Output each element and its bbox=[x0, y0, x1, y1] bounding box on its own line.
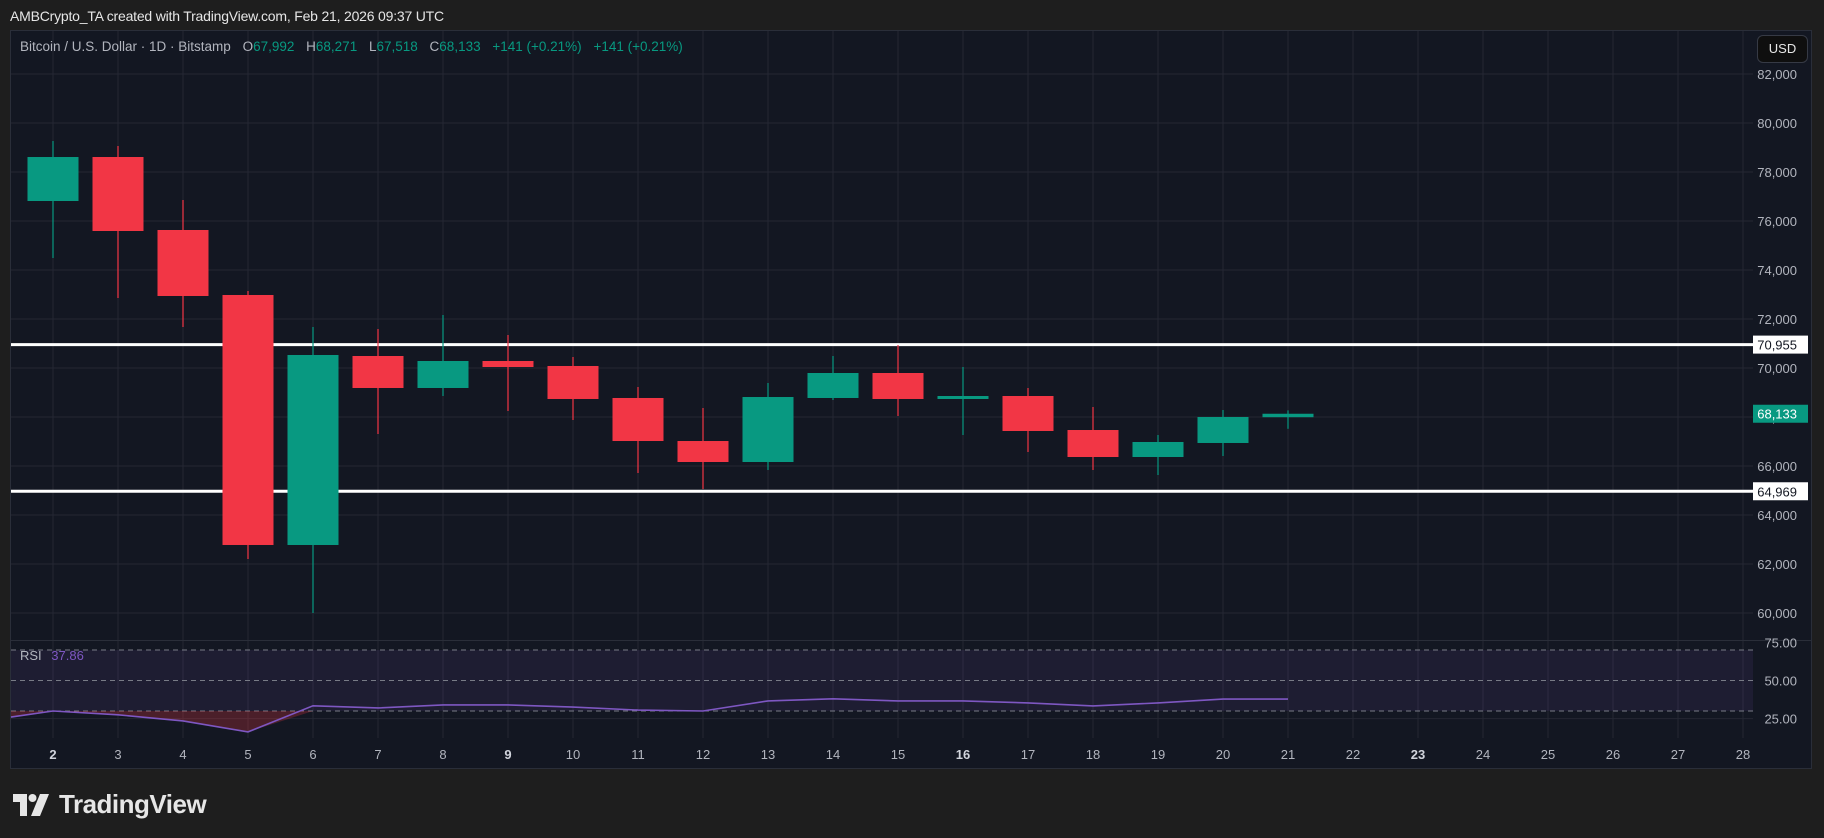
candle-body[interactable] bbox=[1067, 430, 1119, 458]
rsi-label: RSI bbox=[20, 648, 42, 663]
time-axis-label: 11 bbox=[631, 747, 645, 762]
time-axis-label: 28 bbox=[1736, 747, 1750, 762]
time-axis-label: 23 bbox=[1411, 747, 1425, 762]
price-axis-label: 62,000 bbox=[1757, 557, 1797, 572]
rsi-value: 37.86 bbox=[51, 648, 84, 663]
level-price-label: 64,969 bbox=[1757, 484, 1797, 499]
rsi-axis-label: 75.00 bbox=[1764, 635, 1797, 650]
time-axis-label: 6 bbox=[309, 747, 316, 762]
candle-body[interactable] bbox=[677, 441, 729, 463]
price-axis-label: 74,000 bbox=[1757, 263, 1797, 278]
price-axis-label: 82,000 bbox=[1757, 67, 1797, 82]
rsi-line bbox=[10, 697, 1289, 733]
time-axis-label: 14 bbox=[826, 747, 840, 762]
time-axis-label: 24 bbox=[1476, 747, 1490, 762]
tradingview-logo-icon bbox=[13, 793, 49, 816]
change-value: +141 (+0.21%) bbox=[492, 39, 582, 54]
time-axis-label: 21 bbox=[1281, 747, 1295, 762]
time-axis-label: 22 bbox=[1346, 747, 1360, 762]
candle-body[interactable] bbox=[1002, 396, 1054, 431]
symbol-title: Bitcoin / U.S. Dollar · 1D · Bitstamp bbox=[20, 39, 231, 54]
candle-body[interactable] bbox=[352, 355, 404, 388]
price-axis-label: 76,000 bbox=[1757, 214, 1797, 229]
time-axis-label: 3 bbox=[114, 747, 121, 762]
price-pane bbox=[11, 31, 1811, 640]
time-axis-label: 5 bbox=[244, 747, 251, 762]
rsi-axis-label: 50.00 bbox=[1764, 674, 1797, 689]
price-axis-label: 78,000 bbox=[1757, 165, 1797, 180]
change-value-secondary: +141 (+0.21%) bbox=[593, 39, 683, 54]
time-axis-label: 27 bbox=[1671, 747, 1685, 762]
time-axis-label: 12 bbox=[696, 747, 710, 762]
time-axis-label: 19 bbox=[1151, 747, 1165, 762]
candle-body[interactable] bbox=[742, 397, 794, 463]
high-value: 68,271 bbox=[315, 39, 358, 54]
candle-body[interactable] bbox=[807, 372, 859, 398]
last-price-label: 68,133 bbox=[1757, 407, 1797, 422]
candle-body[interactable] bbox=[1262, 413, 1314, 418]
time-axis-label: 7 bbox=[374, 747, 381, 762]
price-axis-label: 60,000 bbox=[1757, 606, 1797, 621]
price-axis-label: 80,000 bbox=[1757, 116, 1797, 131]
candle-body[interactable] bbox=[92, 157, 144, 231]
time-axis-label: 4 bbox=[179, 747, 186, 762]
chart-caption: AMBCrypto_TA created with TradingView.co… bbox=[10, 8, 444, 24]
low-value: 67,518 bbox=[376, 39, 418, 54]
candle-body[interactable] bbox=[157, 229, 209, 296]
time-axis-label: 2 bbox=[49, 747, 56, 762]
candle-body[interactable] bbox=[417, 360, 469, 388]
rsi-legend: RSI 37.86 bbox=[20, 648, 84, 663]
symbol-legend: Bitcoin / U.S. Dollar · 1D · Bitstamp O6… bbox=[20, 39, 683, 54]
time-axis-label: 16 bbox=[956, 747, 970, 762]
candle-body[interactable] bbox=[482, 360, 534, 367]
time-axis-label: 10 bbox=[566, 747, 580, 762]
level-price-tag bbox=[1753, 482, 1808, 501]
time-axis-label: 13 bbox=[761, 747, 775, 762]
time-axis-label: 18 bbox=[1086, 747, 1100, 762]
time-axis-label: 25 bbox=[1541, 747, 1555, 762]
level-price-label: 70,955 bbox=[1757, 338, 1797, 353]
candle-body[interactable] bbox=[612, 397, 664, 442]
tradingview-logo: TradingView bbox=[13, 789, 207, 820]
time-axis-label: 20 bbox=[1216, 747, 1230, 762]
price-axis-label: 66,000 bbox=[1757, 459, 1797, 474]
open-value: 67,992 bbox=[253, 39, 295, 54]
level-price-tag bbox=[1753, 335, 1808, 354]
candle-body[interactable] bbox=[1197, 417, 1249, 443]
candle-body[interactable] bbox=[287, 354, 339, 545]
time-axis-label: 15 bbox=[891, 747, 905, 762]
time-axis-label: 17 bbox=[1021, 747, 1035, 762]
candle-body[interactable] bbox=[1132, 441, 1184, 458]
last-price-tag bbox=[1753, 404, 1808, 423]
time-axis-label: 8 bbox=[439, 747, 446, 762]
price-axis-label: 70,000 bbox=[1757, 361, 1797, 376]
candle-body[interactable] bbox=[872, 372, 924, 399]
time-axis-label: 9 bbox=[504, 747, 511, 762]
rsi-axis-label: 25.00 bbox=[1764, 712, 1797, 727]
rsi-oversold-fill bbox=[11, 711, 313, 732]
candle-body[interactable] bbox=[222, 294, 274, 545]
candle-body[interactable] bbox=[547, 365, 599, 399]
time-axis-label: 26 bbox=[1606, 747, 1620, 762]
currency-button[interactable]: USD bbox=[1757, 35, 1808, 63]
candle-body[interactable] bbox=[937, 396, 989, 399]
brand-name: TradingView bbox=[59, 789, 207, 819]
price-axis-label: 64,000 bbox=[1757, 508, 1797, 523]
candle-body[interactable] bbox=[27, 157, 79, 202]
close-value: 68,133 bbox=[439, 39, 481, 54]
price-axis-label: 72,000 bbox=[1757, 312, 1797, 327]
